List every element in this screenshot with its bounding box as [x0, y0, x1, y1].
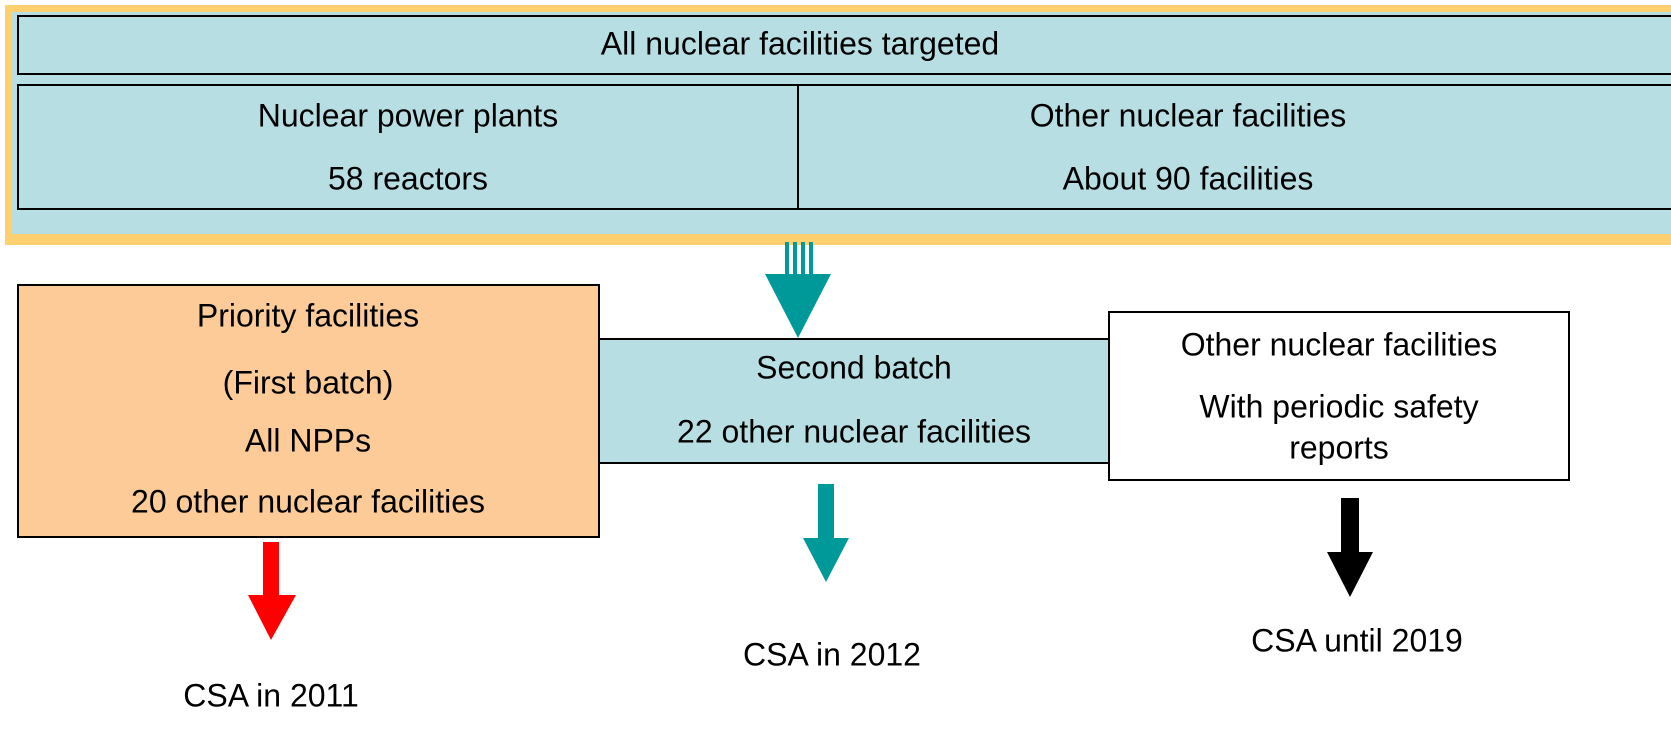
- other-detail: About 90 facilities: [1063, 160, 1314, 196]
- npp-title: Nuclear power plants: [258, 97, 559, 133]
- red-arrow: [248, 542, 296, 640]
- box-line: With periodic safety: [1199, 388, 1478, 424]
- second-batch-box: [598, 338, 1110, 464]
- outcome-label: CSA until 2019: [1251, 622, 1463, 658]
- outcome-label: CSA in 2011: [183, 677, 359, 713]
- other-title: Other nuclear facilities: [1030, 97, 1347, 133]
- other-box: [797, 84, 1671, 210]
- box-line: 20 other nuclear facilities: [131, 483, 485, 519]
- box-line: 22 other nuclear facilities: [677, 413, 1031, 449]
- main-arrow: [765, 242, 831, 338]
- npp-detail: 58 reactors: [328, 160, 488, 196]
- box-line: (First batch): [223, 364, 394, 400]
- third-box: [1108, 311, 1570, 481]
- top-title: All nuclear facilities targeted: [601, 25, 999, 61]
- box-line: reports: [1289, 429, 1389, 465]
- box-line: All NPPs: [245, 422, 371, 458]
- outcome-label: CSA in 2012: [743, 636, 921, 672]
- box-line: Second batch: [756, 349, 952, 385]
- black-arrow: [1327, 498, 1373, 597]
- box-line: Priority facilities: [197, 297, 419, 333]
- box-line: Other nuclear facilities: [1181, 326, 1498, 362]
- teal-arrow: [803, 484, 849, 582]
- top-title-box: [17, 15, 1671, 75]
